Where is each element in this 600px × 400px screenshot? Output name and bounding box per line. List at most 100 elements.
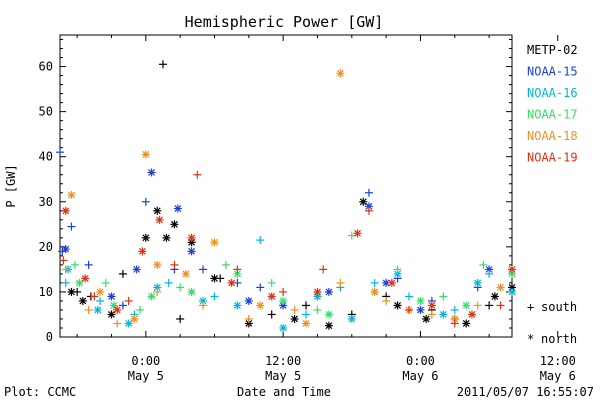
point-noaa-18-south xyxy=(199,301,208,310)
point-metp-02-south xyxy=(176,314,185,323)
y-axis-label: P [GW] xyxy=(4,164,18,207)
point-noaa-18-north xyxy=(336,69,345,78)
point-noaa-18-north xyxy=(96,287,105,296)
point-noaa-19-south xyxy=(233,265,242,274)
point-noaa-19-south xyxy=(193,170,202,179)
point-noaa-19-north xyxy=(267,292,276,301)
point-noaa-16-south xyxy=(210,292,219,301)
point-noaa-17-north xyxy=(147,292,156,301)
point-noaa-17-north xyxy=(324,310,333,319)
point-noaa-15-north xyxy=(244,296,253,305)
point-noaa-18-south xyxy=(61,265,70,274)
point-noaa-16-south xyxy=(96,296,105,305)
chart-title: Hemispheric Power [GW] xyxy=(185,13,384,31)
point-noaa-15-north xyxy=(324,287,333,296)
point-noaa-15-north xyxy=(416,305,425,314)
point-noaa-16-north xyxy=(393,269,402,278)
point-noaa-19-north xyxy=(61,206,70,215)
point-noaa-18-north xyxy=(153,260,162,269)
point-noaa-17-south xyxy=(267,278,276,287)
point-noaa-17-south xyxy=(313,305,322,314)
point-noaa-18-south xyxy=(290,305,299,314)
point-noaa-19-north xyxy=(508,265,516,274)
point-noaa-19-south xyxy=(90,292,99,301)
point-noaa-17-south xyxy=(479,260,488,269)
x-tick-time: 12:00 xyxy=(265,354,301,368)
point-metp-02-north xyxy=(393,301,402,310)
point-noaa-19-south xyxy=(59,256,68,265)
point-noaa-17-south xyxy=(136,305,145,314)
point-metp-02-north xyxy=(170,220,179,229)
point-noaa-15-north xyxy=(147,168,156,177)
point-noaa-19-south xyxy=(496,301,505,310)
x-axis-label: Date and Time xyxy=(237,385,331,399)
point-noaa-17-south xyxy=(176,283,185,292)
point-noaa-16-south xyxy=(61,278,70,287)
point-noaa-16-south xyxy=(302,310,311,319)
point-noaa-16-south xyxy=(405,292,414,301)
point-noaa-17-south xyxy=(439,292,448,301)
point-noaa-19-north xyxy=(313,287,322,296)
point-metp-02-north xyxy=(490,292,499,301)
point-noaa-17-north xyxy=(462,301,471,310)
legend-item-noaa-17: NOAA-17 xyxy=(527,108,578,122)
south-marker-symbol: + xyxy=(527,300,534,314)
point-metp-02-north xyxy=(290,314,299,323)
point-metp-02-north xyxy=(107,310,116,319)
point-noaa-19-north xyxy=(467,310,476,319)
point-noaa-16-south xyxy=(450,305,459,314)
point-noaa-17-south xyxy=(101,278,110,287)
point-noaa-19-south xyxy=(124,296,133,305)
point-noaa-16-north xyxy=(279,323,288,332)
point-noaa-16-south xyxy=(256,236,265,245)
point-noaa-15-north xyxy=(107,292,116,301)
point-metp-02-north xyxy=(324,321,333,330)
y-tick-label: 50 xyxy=(39,105,53,119)
north-marker-label: north xyxy=(541,332,577,346)
point-metp-02-south xyxy=(302,301,311,310)
point-noaa-16-south xyxy=(485,269,494,278)
point-noaa-18-south xyxy=(336,278,345,287)
point-noaa-18-south xyxy=(244,314,253,323)
point-noaa-18-south xyxy=(113,319,122,328)
point-metp-02-north xyxy=(153,206,162,215)
point-noaa-17-north xyxy=(187,287,196,296)
point-metp-02-south xyxy=(267,310,276,319)
point-noaa-18-south xyxy=(473,301,482,310)
y-tick-label: 40 xyxy=(39,150,53,164)
point-noaa-19-north xyxy=(155,215,164,224)
point-metp-02-north xyxy=(78,296,87,305)
point-noaa-15-north xyxy=(485,265,494,274)
point-noaa-17-north xyxy=(416,296,425,305)
point-metp-02-south xyxy=(118,269,127,278)
point-noaa-18-north xyxy=(181,269,190,278)
point-noaa-18-north xyxy=(130,314,139,323)
x-tick-time: 0:00 xyxy=(406,354,435,368)
x-tick-date: May 6 xyxy=(402,369,438,383)
legend-item-metp-02: METP-02 xyxy=(527,43,578,57)
y-tick-label: 20 xyxy=(39,240,53,254)
x-tick-date: May 6 xyxy=(540,369,576,383)
point-noaa-15-north xyxy=(364,202,373,211)
point-metp-02-north xyxy=(462,319,471,328)
point-noaa-18-south xyxy=(84,305,93,314)
point-noaa-19-south xyxy=(450,319,459,328)
point-noaa-15-south xyxy=(84,260,93,269)
point-noaa-17-north xyxy=(109,301,118,310)
point-noaa-18-north xyxy=(496,283,505,292)
footer-credit: Plot: CCMC xyxy=(4,385,76,399)
point-noaa-18-south xyxy=(382,296,391,305)
footer-timestamp: 2011/05/07 16:55:07 xyxy=(457,385,594,399)
point-noaa-18-north xyxy=(302,319,311,328)
point-noaa-16-north xyxy=(508,287,516,296)
y-tick-label: 10 xyxy=(39,285,53,299)
point-noaa-18-north xyxy=(256,301,265,310)
point-noaa-18-north xyxy=(370,287,379,296)
point-metp-02-north xyxy=(67,287,76,296)
y-tick-label: 0 xyxy=(46,330,53,344)
point-noaa-19-north xyxy=(187,233,196,242)
x-tick-date: May 5 xyxy=(265,369,301,383)
point-noaa-16-south xyxy=(370,278,379,287)
